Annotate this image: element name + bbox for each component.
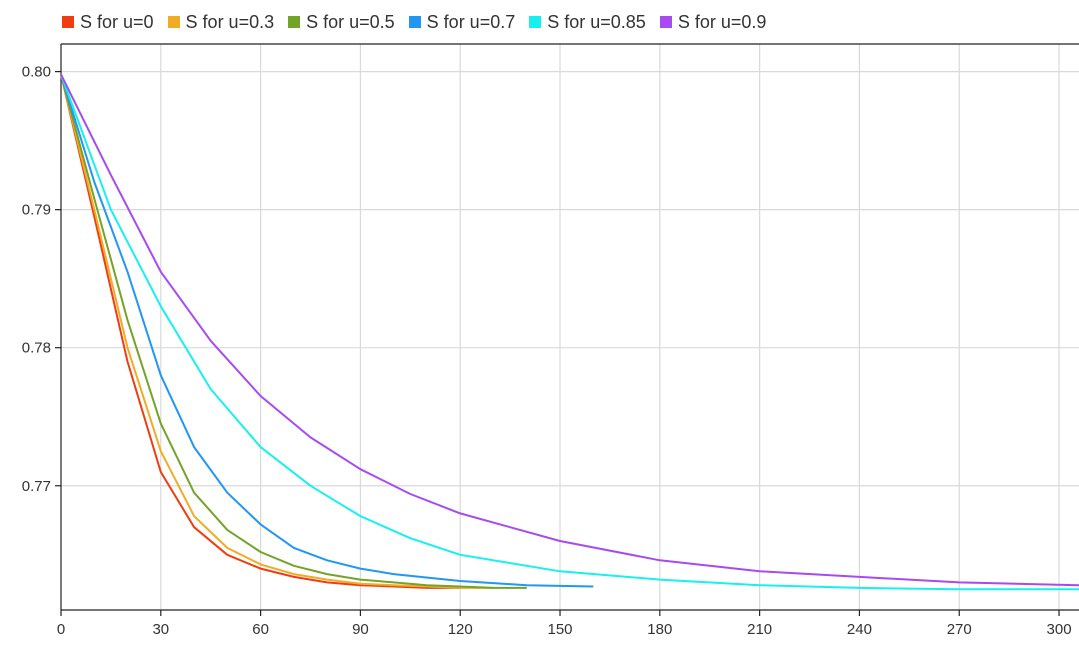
legend-item[interactable]: S for u=0.7: [408, 11, 516, 33]
legend: S for u=0 S for u=0.3 S for u=0.5 S for u=0…: [62, 10, 780, 34]
x-tick-label: 150: [548, 621, 573, 638]
legend-swatch: [529, 16, 542, 28]
x-tick-label: 30: [152, 621, 169, 638]
legend-item[interactable]: S for u=0.9: [659, 11, 767, 33]
series-line-3: [60, 74, 594, 588]
series-line-0: [60, 74, 461, 589]
legend-item[interactable]: S for u=0.3: [167, 11, 275, 33]
x-tick-label: 210: [747, 621, 772, 638]
legend-label: S for u=0.3: [185, 11, 275, 32]
x-tick-label: 60: [252, 621, 269, 638]
legend-item[interactable]: S for u=0.5: [288, 12, 395, 33]
x-tick-label: 90: [352, 621, 369, 638]
x-tick-label: 120: [448, 621, 473, 638]
x-tick-label: 240: [847, 621, 872, 638]
series-line-5: [60, 73, 1079, 587]
y-tick-label: 0.80: [22, 64, 51, 81]
y-tick-label: 0.77: [22, 478, 51, 495]
legend-swatch: [408, 16, 421, 28]
legend-item[interactable]: S for u=0.85: [529, 12, 646, 33]
legend-label: S for u=0.85: [547, 11, 646, 32]
x-tick-label: 300: [1047, 621, 1072, 638]
legend-swatch: [288, 16, 301, 28]
y-tick-label: 0.79: [22, 202, 51, 219]
legend-swatch: [659, 16, 672, 28]
legend-label: S for u=0.7: [426, 11, 516, 32]
legend-label: S for u=0.9: [677, 11, 767, 32]
x-tick-label: 270: [947, 621, 972, 638]
legend-swatch: [167, 16, 180, 28]
legend-label: S for u=0.5: [306, 11, 395, 32]
series-line-2: [60, 74, 527, 589]
legend-swatch: [62, 16, 74, 28]
x-tick-label: 180: [647, 621, 672, 638]
y-tick-label: 0.78: [22, 340, 51, 357]
series-line-1: [60, 74, 494, 589]
x-tick-label: 0: [57, 621, 65, 638]
legend-item[interactable]: S for u=0: [62, 12, 154, 33]
series-line-4: [60, 74, 1079, 591]
legend-label: S for u=0: [80, 11, 154, 32]
